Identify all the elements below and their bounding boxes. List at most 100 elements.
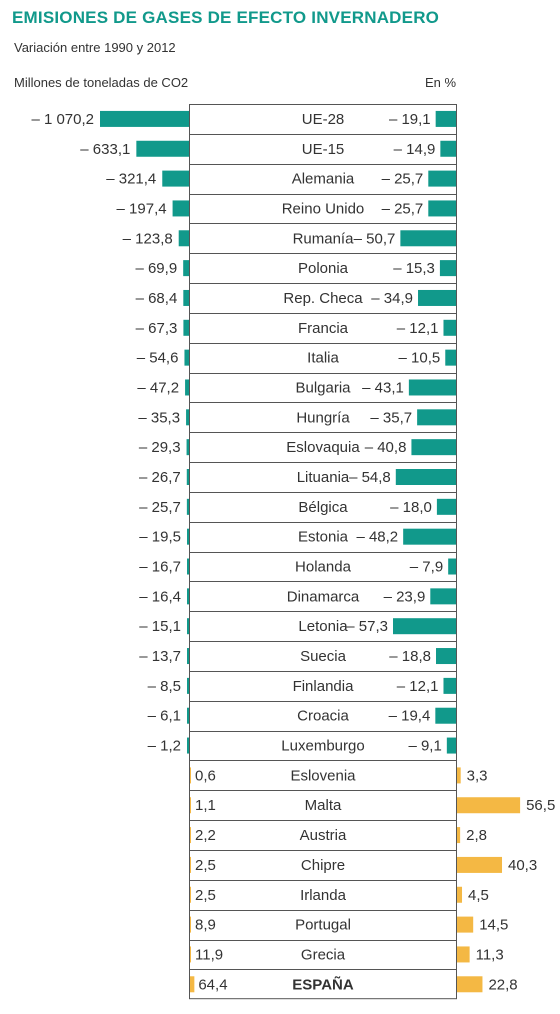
category-label: Polonia: [298, 260, 349, 277]
co2-value-label: – 69,9: [135, 260, 177, 277]
category-label: Finlandia: [293, 678, 355, 695]
percent-value-label: – 54,8: [349, 469, 391, 486]
co2-value-label: – 35,3: [138, 409, 180, 426]
percent-bar: [436, 648, 457, 665]
percent-bar: [457, 827, 461, 844]
co2-value-label: – 15,1: [139, 618, 181, 635]
category-label: Rumanía: [293, 230, 355, 247]
percent-value-label: 2,8: [466, 827, 487, 844]
percent-bar: [408, 379, 457, 396]
percent-bar: [417, 409, 457, 426]
percent-value-label: – 18,0: [390, 499, 432, 516]
co2-bar: [186, 469, 189, 485]
co2-bar: [187, 707, 189, 724]
category-label: Irlanda: [300, 887, 347, 904]
category-label: Eslovaquia: [286, 439, 360, 456]
percent-bar: [403, 528, 457, 545]
co2-value-label: – 8,5: [148, 678, 181, 695]
percent-bar: [457, 797, 521, 814]
percent-bar: [411, 439, 457, 456]
percent-bar: [430, 588, 457, 605]
percent-value-label: – 12,1: [397, 320, 439, 337]
category-label: Estonia: [298, 529, 349, 546]
bars-layer: [100, 110, 521, 993]
co2-bar: [187, 737, 189, 754]
percent-bar: [445, 349, 457, 366]
category-label: Italia: [307, 350, 339, 367]
percent-value-label: – 23,9: [384, 588, 426, 605]
chart-subtitle: Variación entre 1990 y 2012: [14, 40, 176, 55]
co2-value-label: – 13,7: [139, 648, 181, 665]
co2-value-label: – 29,3: [139, 439, 181, 456]
percent-bar: [457, 946, 470, 963]
co2-value-label: – 633,1: [80, 141, 130, 158]
category-label: Bulgaria: [295, 379, 351, 396]
percent-value-label: – 19,1: [389, 111, 431, 128]
co2-bar: [187, 558, 189, 575]
category-label: Portugal: [295, 917, 351, 934]
co2-value-label: 2,2: [195, 827, 216, 844]
co2-value-label: 0,6: [195, 767, 216, 784]
co2-value-label: 1,1: [195, 797, 216, 814]
percent-bar: [428, 200, 457, 217]
right-axis-header: En %: [425, 75, 457, 90]
percent-bar: [435, 707, 457, 724]
co2-bar: [187, 618, 189, 635]
percent-value-label: – 57,3: [346, 618, 388, 635]
co2-bar: [172, 200, 189, 217]
percent-bar: [457, 856, 503, 873]
category-label: Francia: [298, 320, 349, 337]
co2-value-label: 11,9: [195, 946, 223, 963]
co2-value-label: – 47,2: [137, 379, 179, 396]
co2-bar: [185, 379, 189, 396]
co2-bar: [189, 976, 195, 993]
percent-value-label: – 12,1: [397, 678, 439, 695]
percent-value-label: 22,8: [488, 976, 517, 993]
chart-title: EMISIONES DE GASES DE EFECTO INVERNADERO: [12, 8, 440, 27]
percent-value-label: – 9,1: [408, 738, 441, 755]
percent-value-label: – 18,8: [389, 648, 431, 665]
category-label: Suecia: [300, 648, 347, 665]
co2-value-label: 2,5: [195, 857, 216, 874]
category-label: ESPAÑA: [292, 975, 354, 993]
co2-value-label: 2,5: [195, 887, 216, 904]
percent-bar: [435, 110, 457, 127]
percent-bar: [440, 140, 457, 157]
co2-bar: [187, 648, 189, 665]
co2-value-label: – 1 070,2: [31, 111, 94, 128]
percent-value-label: 56,5: [526, 797, 555, 814]
co2-value-label: – 16,4: [139, 588, 181, 605]
category-label: Reino Unido: [282, 200, 365, 217]
co2-value-label: – 1,2: [148, 738, 181, 755]
category-label: Letonia: [298, 618, 348, 635]
percent-value-label: – 35,7: [370, 409, 412, 426]
percent-value-label: – 7,9: [410, 559, 443, 576]
co2-value-label: – 197,4: [117, 200, 167, 217]
category-label: Hungría: [296, 409, 350, 426]
category-label: Lituania: [297, 469, 350, 486]
category-label: Holanda: [295, 559, 352, 576]
percent-value-label: – 43,1: [362, 379, 404, 396]
percent-value-label: – 50,7: [354, 230, 396, 247]
co2-bar: [178, 230, 189, 247]
co2-value-label: – 123,8: [123, 230, 173, 247]
percent-value-label: – 40,8: [365, 439, 407, 456]
co2-value-label: – 25,7: [139, 499, 181, 516]
category-label: UE-28: [302, 111, 345, 128]
percent-bar: [428, 170, 457, 187]
co2-bar: [100, 110, 189, 127]
category-box-outline: [189, 104, 457, 1000]
co2-value-label: – 6,1: [148, 708, 181, 725]
co2-bar: [136, 140, 189, 157]
category-label: UE-15: [302, 141, 345, 158]
co2-bar: [162, 170, 189, 187]
co2-bar: [186, 439, 189, 456]
category-label: Bélgica: [298, 499, 348, 516]
percent-bar: [436, 498, 457, 515]
percent-value-label: – 34,9: [371, 290, 413, 307]
percent-bar: [446, 737, 457, 754]
category-label: Croacia: [297, 708, 349, 725]
co2-value-label: – 321,4: [106, 171, 156, 188]
category-label: Grecia: [301, 946, 346, 963]
